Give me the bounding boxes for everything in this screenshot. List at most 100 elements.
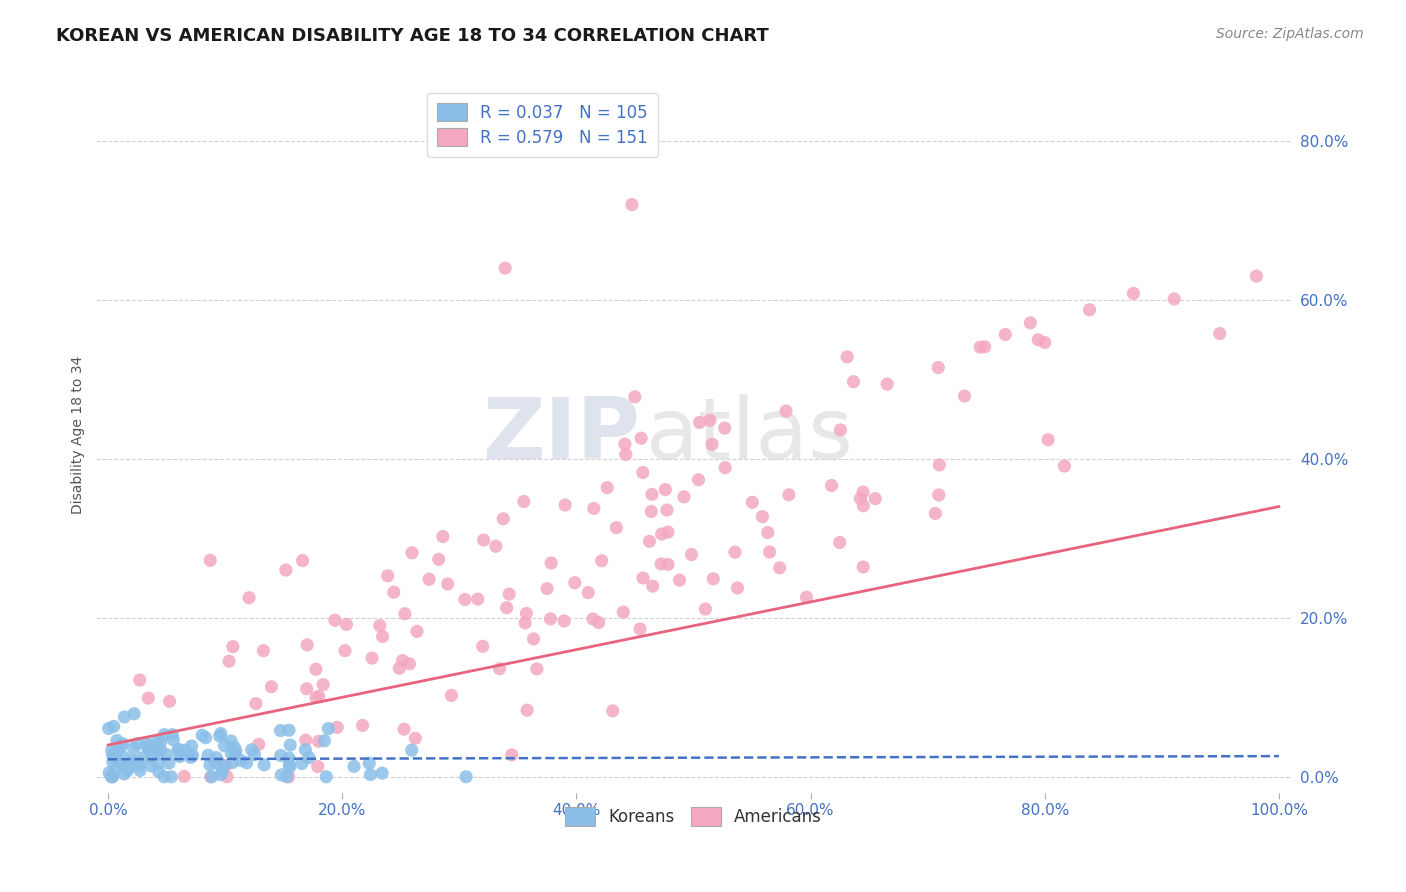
Point bbox=[235, 756, 257, 770]
Point bbox=[174, 743, 197, 757]
Point bbox=[1078, 302, 1101, 317]
Point bbox=[828, 535, 851, 549]
Point bbox=[388, 661, 411, 675]
Point bbox=[928, 488, 950, 502]
Point bbox=[820, 478, 842, 492]
Point bbox=[198, 553, 221, 567]
Point bbox=[160, 728, 183, 742]
Point bbox=[278, 760, 301, 774]
Point bbox=[796, 591, 818, 605]
Point bbox=[401, 743, 423, 757]
Point bbox=[157, 756, 180, 770]
Point bbox=[623, 390, 645, 404]
Point bbox=[127, 755, 149, 769]
Point bbox=[103, 748, 125, 763]
Point bbox=[973, 340, 995, 354]
Point bbox=[221, 756, 243, 770]
Point bbox=[650, 557, 672, 571]
Point bbox=[215, 770, 238, 784]
Point bbox=[1019, 316, 1042, 330]
Point bbox=[111, 757, 134, 772]
Point bbox=[523, 632, 546, 646]
Point bbox=[208, 729, 231, 743]
Point bbox=[97, 722, 120, 736]
Point bbox=[247, 737, 270, 751]
Point bbox=[630, 431, 652, 445]
Point bbox=[191, 728, 214, 742]
Point bbox=[278, 723, 301, 738]
Point bbox=[278, 738, 301, 752]
Point bbox=[1209, 326, 1232, 341]
Point bbox=[1026, 333, 1049, 347]
Point bbox=[159, 694, 181, 708]
Point bbox=[101, 748, 124, 763]
Point bbox=[352, 718, 374, 732]
Point bbox=[132, 750, 155, 764]
Point bbox=[640, 504, 662, 518]
Point bbox=[312, 678, 335, 692]
Point bbox=[308, 734, 330, 748]
Point bbox=[641, 579, 664, 593]
Point bbox=[160, 770, 183, 784]
Point bbox=[564, 575, 586, 590]
Point bbox=[167, 742, 190, 756]
Point bbox=[668, 573, 690, 587]
Point bbox=[209, 726, 232, 740]
Point bbox=[252, 643, 274, 657]
Point bbox=[778, 488, 800, 502]
Point bbox=[128, 673, 150, 687]
Point bbox=[107, 743, 129, 757]
Point bbox=[245, 697, 267, 711]
Point bbox=[631, 466, 654, 480]
Point bbox=[278, 751, 301, 765]
Point bbox=[605, 521, 627, 535]
Point bbox=[200, 770, 222, 784]
Point bbox=[620, 197, 643, 211]
Point bbox=[333, 643, 356, 657]
Point bbox=[498, 587, 520, 601]
Point bbox=[238, 591, 260, 605]
Point bbox=[215, 758, 238, 772]
Point bbox=[492, 512, 515, 526]
Point bbox=[148, 764, 170, 779]
Point bbox=[111, 737, 134, 751]
Point bbox=[112, 767, 135, 781]
Point bbox=[688, 473, 710, 487]
Point bbox=[758, 545, 780, 559]
Point bbox=[224, 747, 246, 761]
Point bbox=[488, 662, 510, 676]
Text: atlas: atlas bbox=[645, 393, 853, 476]
Point bbox=[842, 375, 865, 389]
Point bbox=[391, 654, 413, 668]
Point bbox=[392, 722, 415, 736]
Point bbox=[588, 615, 610, 630]
Point bbox=[253, 757, 276, 772]
Point bbox=[209, 767, 232, 781]
Point bbox=[105, 744, 128, 758]
Point bbox=[136, 740, 159, 755]
Point bbox=[377, 569, 399, 583]
Point bbox=[471, 640, 494, 654]
Point bbox=[394, 607, 416, 621]
Point bbox=[689, 416, 711, 430]
Point bbox=[122, 706, 145, 721]
Point bbox=[359, 767, 381, 781]
Point bbox=[308, 690, 330, 704]
Point bbox=[103, 719, 125, 733]
Point bbox=[1053, 459, 1076, 474]
Point bbox=[101, 749, 124, 764]
Point bbox=[277, 770, 299, 784]
Point bbox=[485, 539, 508, 553]
Point bbox=[1036, 433, 1059, 447]
Point bbox=[928, 458, 950, 472]
Point bbox=[554, 498, 576, 512]
Point bbox=[305, 690, 328, 705]
Point bbox=[638, 534, 661, 549]
Point bbox=[741, 495, 763, 509]
Point bbox=[194, 731, 217, 745]
Point bbox=[713, 421, 735, 435]
Point bbox=[852, 485, 875, 500]
Point bbox=[515, 607, 537, 621]
Point bbox=[214, 739, 236, 753]
Point bbox=[323, 613, 346, 627]
